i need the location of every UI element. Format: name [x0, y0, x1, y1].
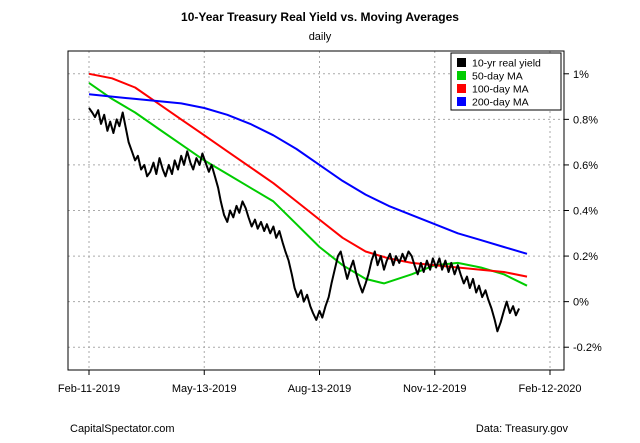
y-tick-label: 1%	[573, 69, 589, 81]
x-tick-label: May-13-2019	[172, 383, 237, 395]
x-tick-label: Feb-11-2019	[58, 383, 120, 395]
y-tick-label: 0.8%	[573, 114, 598, 126]
x-tick-label: Feb-12-2020	[519, 383, 582, 395]
x-tick-label: Nov-12-2019	[403, 383, 467, 395]
x-tick-label: Aug-13-2019	[288, 383, 352, 395]
y-tick-label: 0.2%	[573, 251, 598, 263]
legend-swatch	[457, 71, 466, 80]
legend-label: 100-day MA	[472, 84, 529, 96]
y-tick-label: 0.6%	[573, 160, 598, 172]
footer-source-right: Data: Treasury.gov	[476, 423, 569, 435]
chart-subtitle: daily	[309, 31, 332, 43]
y-tick-label: -0.2%	[573, 342, 602, 354]
series-line-2	[88, 72, 528, 278]
x-axis: Feb-11-2019 May-13-2019 Aug-13-2019 Nov-12-…	[58, 370, 582, 395]
series-line-1	[88, 82, 528, 287]
series-line-3	[88, 93, 528, 255]
chart-title: 10-Year Treasury Real Yield vs. Moving A…	[181, 10, 459, 24]
legend-box	[450, 52, 562, 111]
y-tick-label: 0%	[573, 297, 589, 309]
legend-swatch	[457, 97, 466, 106]
y-axis: -0.2% 0% 0.2% 0.4% 0.6% 0.8% 1%	[564, 69, 602, 354]
series-line-0	[88, 107, 521, 333]
grid	[68, 51, 564, 370]
legend-swatch	[457, 84, 466, 93]
y-tick-label: 0.4%	[573, 206, 598, 218]
legend-label: 200-day MA	[472, 97, 529, 109]
footer-source-left: CapitalSpectator.com	[70, 423, 175, 435]
legend-label: 50-day MA	[472, 71, 523, 83]
legend-label: 10-yr real yield	[472, 58, 541, 70]
legend-swatch	[457, 58, 466, 67]
series-lines	[88, 72, 528, 333]
